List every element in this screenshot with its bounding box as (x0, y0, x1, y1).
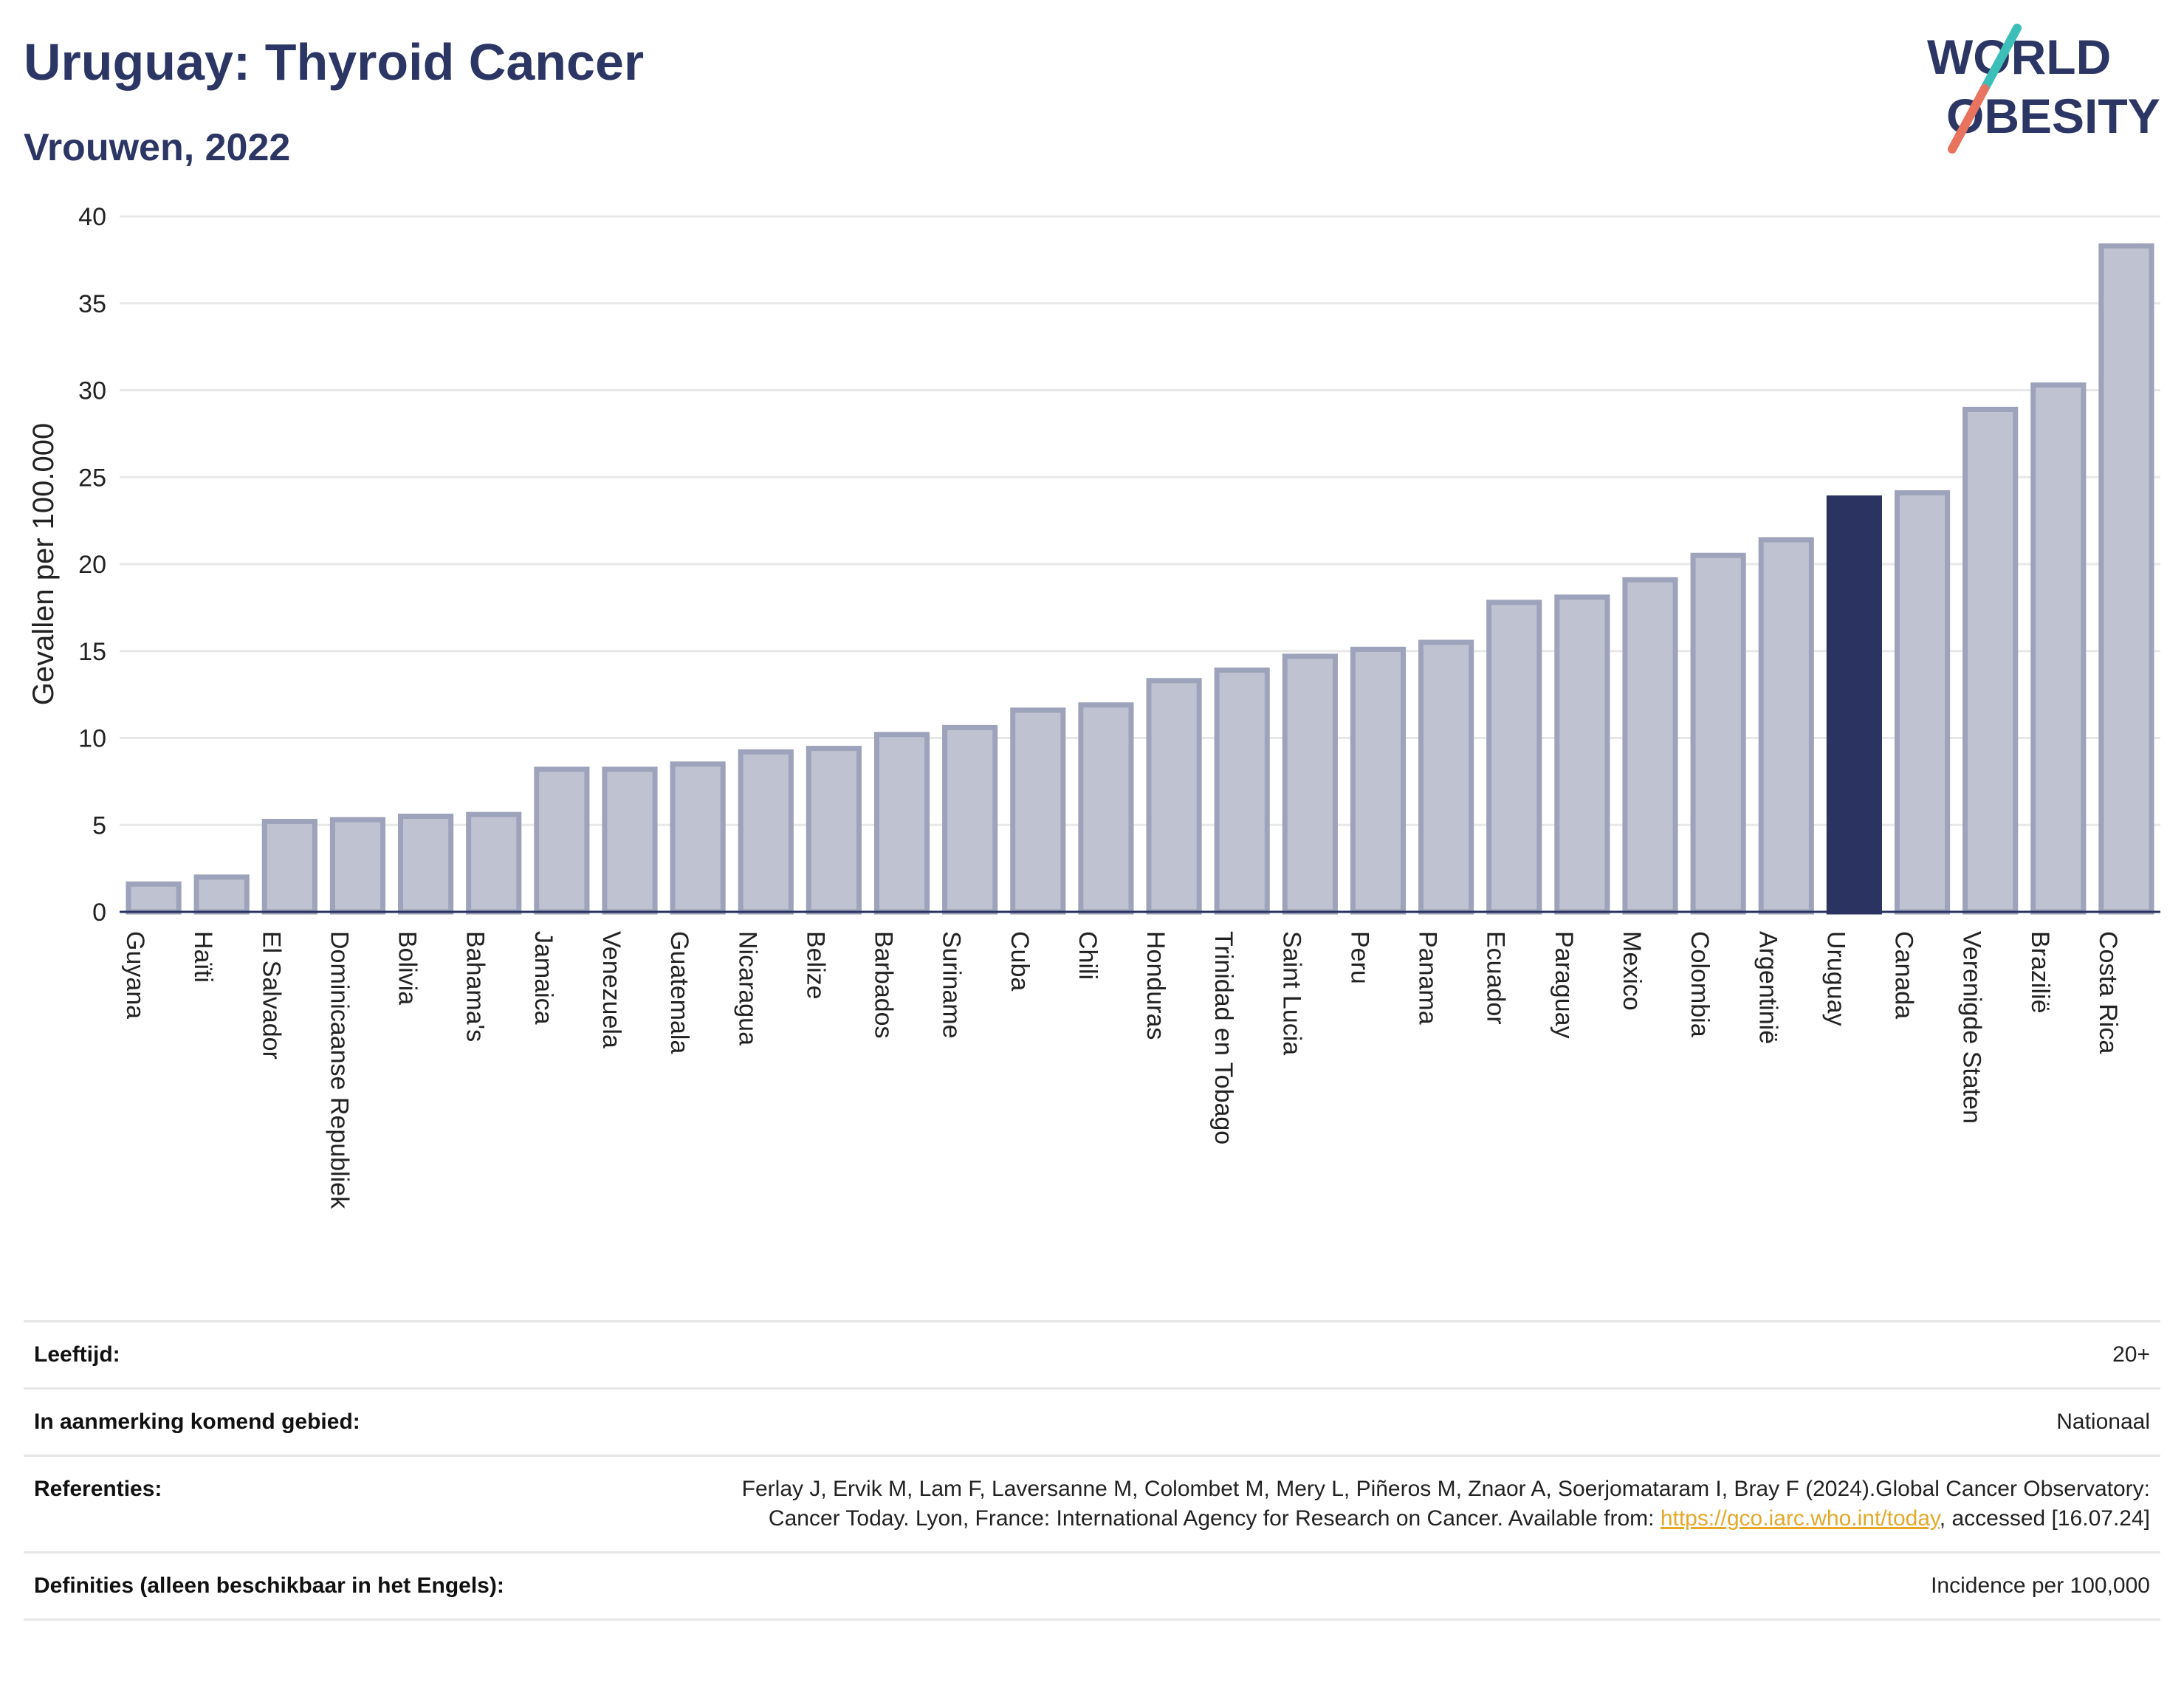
bar-jamaica (534, 766, 590, 915)
bar-chart: 0 5 10 15 20 25 30 35 40 Guyana Haïti El Salvador D… (27, 203, 2160, 1209)
bar-el-salvador (261, 819, 317, 915)
x-tick-label: El Salvador (257, 931, 285, 1060)
bar-honduras (1146, 678, 1202, 915)
y-tick-label: 15 (78, 638, 106, 666)
x-tick-label: Haïti (189, 931, 217, 983)
info-value: Nationaal (2056, 1410, 2150, 1434)
bar-brazili- (2030, 382, 2087, 915)
bar-paraguay (1554, 594, 1610, 915)
x-tick-label: Verenigde Staten (1958, 931, 1986, 1124)
reference-link[interactable]: https://gco.iarc.who.int/today (1660, 1506, 1940, 1531)
y-tick-label: 40 (78, 203, 106, 231)
bar-canada (1894, 490, 1951, 915)
x-tick-label: Canada (1890, 931, 1918, 1019)
bar-trinidad-en-tobago (1214, 667, 1270, 915)
info-row-area: In aanmerking komend gebied: Nationaal (24, 1387, 2160, 1455)
info-row-definitions: Definities (alleen beschikbaar in het En… (24, 1551, 2160, 1621)
info-label: Definities (alleen beschikbaar in het En… (34, 1573, 504, 1598)
x-tick-label: Guyana (121, 931, 149, 1019)
x-tick-label: Panama (1414, 931, 1442, 1025)
bar-mexico (1622, 577, 1678, 915)
bar-guyana (126, 881, 182, 915)
info-row-references: Referenties: Ferlay J, Ervik M, Lam F, L… (24, 1455, 2160, 1551)
info-row-age: Leeftijd: 20+ (24, 1320, 2160, 1387)
x-axis-labels: Guyana Haïti El Salvador Dominicaanse Repub… (121, 931, 2122, 1209)
x-tick-label: Bolivia (394, 931, 422, 1005)
y-axis-label: Gevallen per 100.000 (27, 423, 60, 706)
info-value: 20+ (2112, 1342, 2150, 1367)
bar-cuba (1010, 707, 1066, 915)
x-tick-label: Venezuela (597, 931, 625, 1048)
bar-venezuela (602, 766, 658, 915)
bar-argentini- (1758, 537, 1814, 915)
y-tick-label: 35 (78, 290, 106, 318)
y-tick-label: 0 (92, 899, 106, 927)
bars (126, 243, 2154, 915)
page-title: Uruguay: Thyroid Cancer (24, 33, 645, 91)
bar-barbados (873, 732, 930, 915)
x-tick-label: Saint Lucia (1277, 931, 1305, 1055)
bar-costa-rica (2098, 243, 2154, 915)
x-tick-label: Jamaica (529, 931, 557, 1025)
x-tick-label: Guatemala (665, 931, 693, 1054)
y-tick-label: 25 (78, 464, 106, 492)
bar-panama (1418, 639, 1474, 915)
x-tick-label: Chili (1074, 931, 1102, 980)
y-tick-label: 10 (78, 725, 106, 753)
x-tick-label: Mexico (1618, 931, 1646, 1011)
bar-belize (806, 746, 862, 915)
bar-colombia (1690, 552, 1746, 915)
info-value: Incidence per 100,000 (1931, 1573, 2150, 1598)
bar-peru (1350, 646, 1407, 915)
x-tick-label: Ecuador (1482, 931, 1510, 1025)
bar-ecuador (1486, 600, 1542, 915)
logo-line1: WORLD (1927, 30, 2111, 84)
bar-uruguay (1826, 495, 1882, 915)
reference-accessed: , accessed [16.07.24] (1939, 1506, 2150, 1531)
info-label: Leeftijd: (34, 1342, 120, 1367)
x-tick-label: Costa Rica (2094, 931, 2122, 1054)
logo-slash-coral (1948, 84, 1989, 154)
x-tick-label: Nicaragua (733, 931, 761, 1046)
page-subtitle: Vrouwen, 2022 (24, 126, 291, 169)
world-obesity-logo: WORLD OBESITY (1927, 24, 2160, 154)
info-label: In aanmerking komend gebied: (34, 1410, 360, 1434)
x-tick-label: Dominicaanse Republiek (325, 931, 353, 1209)
bar-chili (1078, 702, 1134, 915)
info-label: Referenties: (34, 1477, 162, 1501)
x-tick-label: Barbados (870, 931, 898, 1039)
x-tick-label: Suriname (938, 931, 966, 1039)
info-value-references: Ferlay J, Ervik M, Lam F, Laversanne M, … (673, 1474, 2150, 1534)
y-tick-label: 5 (92, 811, 106, 840)
y-axis-ticks: 0 5 10 15 20 25 30 35 40 (78, 203, 106, 927)
bar-bahama-s (466, 811, 522, 915)
x-tick-label: Belize (801, 931, 829, 1000)
bar-verenigde-staten (1962, 406, 2019, 915)
x-tick-label: Argentinië (1754, 931, 1782, 1044)
x-tick-label: Trinidad en Tobago (1209, 931, 1237, 1144)
reference-text: Ferlay J, Ervik M, Lam F, Laversanne M, … (741, 1477, 2150, 1531)
y-tick-label: 30 (78, 377, 106, 405)
y-tick-label: 20 (78, 551, 106, 579)
logo-slash-teal (1980, 24, 2022, 93)
x-tick-label: Honduras (1141, 931, 1170, 1040)
bar-ha-ti (193, 874, 250, 915)
bar-guatemala (670, 761, 726, 915)
info-table: Leeftijd: 20+ In aanmerking komend gebie… (24, 1320, 2160, 1621)
bar-dominicaanse-republiek (329, 817, 386, 915)
bar-suriname (942, 724, 998, 915)
x-tick-label: Peru (1345, 931, 1373, 984)
x-tick-label: Bahama's (461, 931, 490, 1042)
bar-nicaragua (738, 749, 794, 915)
x-tick-label: Cuba (1006, 931, 1034, 991)
x-tick-label: Colombia (1686, 931, 1714, 1037)
bar-saint-lucia (1282, 653, 1338, 915)
x-tick-label: Paraguay (1550, 931, 1578, 1039)
bar-bolivia (398, 813, 454, 915)
x-tick-label: Brazilië (2026, 931, 2054, 1013)
x-tick-label: Uruguay (1821, 931, 1850, 1026)
